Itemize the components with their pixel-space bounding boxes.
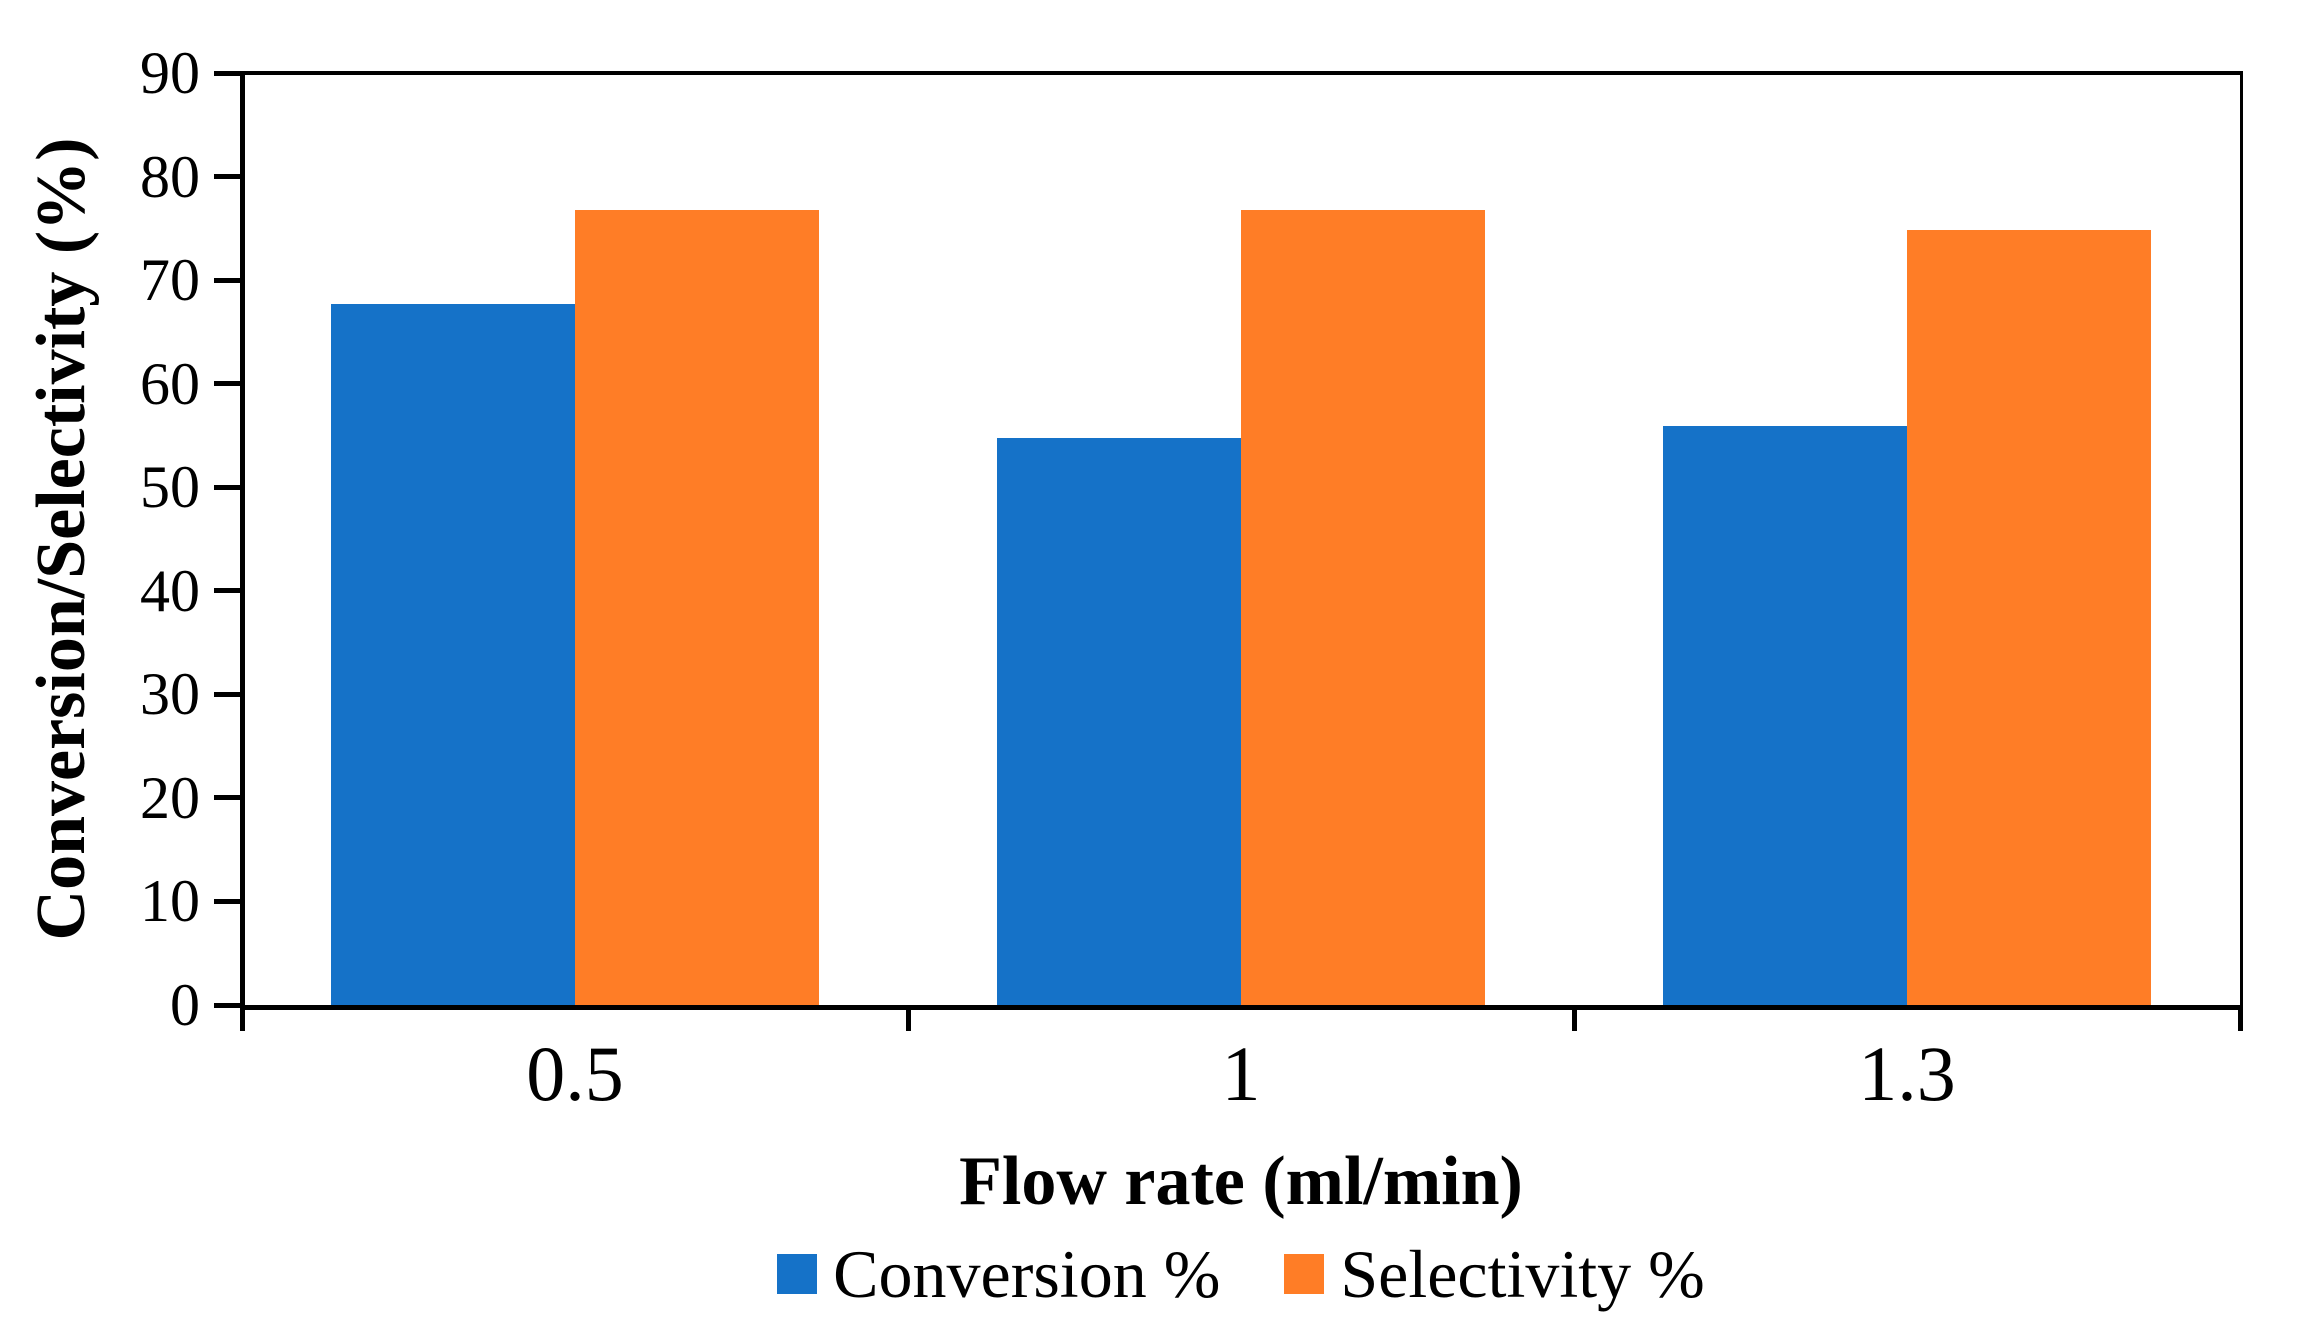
legend-swatch (777, 1254, 818, 1294)
bar-selectivity-1 (1241, 209, 1485, 1005)
x-axis-title: Flow rate (ml/min) (959, 1143, 1523, 1220)
y-tick-mark (214, 277, 242, 283)
y-tick-label: 50 (140, 454, 200, 521)
x-tick-mark (2237, 1005, 2243, 1031)
x-category-label: 0.5 (526, 1030, 624, 1117)
y-tick-label: 60 (140, 350, 200, 417)
y-tick-label: 90 (140, 40, 200, 106)
y-tick-mark (214, 1002, 242, 1008)
y-tick-label: 70 (140, 247, 200, 314)
y-tick-mark (214, 70, 242, 76)
bar-selectivity-0.5 (575, 209, 819, 1005)
y-tick-mark (214, 898, 242, 904)
x-tick-mark (1571, 1005, 1577, 1031)
y-tick-label: 40 (140, 557, 200, 624)
y-tick-mark (214, 174, 242, 180)
legend-label: Conversion % (833, 1236, 1221, 1312)
y-tick-mark (214, 484, 242, 490)
y-tick-label: 20 (140, 764, 200, 831)
legend-entry-conversion: Conversion % (777, 1240, 1220, 1308)
y-tick-label: 10 (140, 868, 200, 935)
legend-swatch (1284, 1254, 1325, 1294)
x-category-label: 1 (1221, 1030, 1261, 1117)
x-category-label: 1.3 (1858, 1030, 1956, 1117)
legend-label: Selectivity % (1340, 1236, 1705, 1312)
bar-selectivity-1.3 (1907, 230, 2151, 1005)
y-tick-label: 80 (140, 143, 200, 210)
y-tick-mark (214, 691, 242, 697)
legend: Conversion % Selectivity % (242, 1240, 2240, 1308)
y-tick-mark (214, 588, 242, 594)
y-tick-label: 0 (170, 972, 200, 1038)
y-tick-mark (214, 795, 242, 801)
x-tick-mark (239, 1005, 245, 1031)
bar-conversion-0.5 (331, 303, 575, 1005)
bar-conversion-1.3 (1663, 426, 1907, 1005)
y-tick-label: 30 (140, 661, 200, 728)
x-tick-mark (905, 1005, 911, 1031)
y-tick-mark (214, 381, 242, 387)
bar-conversion-1 (997, 437, 1241, 1005)
legend-entry-selectivity: Selectivity % (1284, 1236, 1705, 1312)
